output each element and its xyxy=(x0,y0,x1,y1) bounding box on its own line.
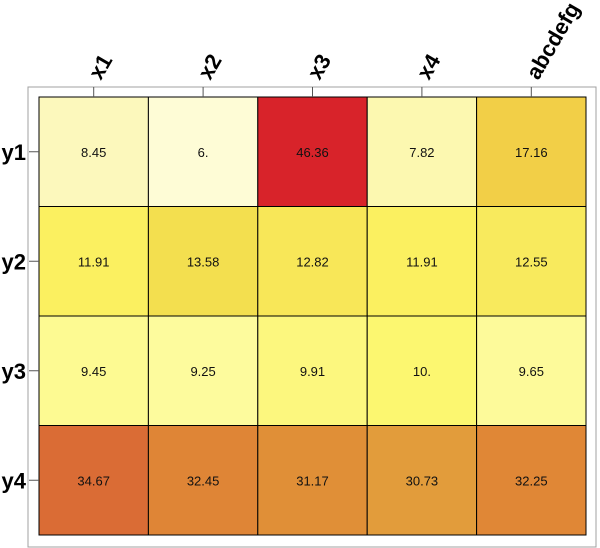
cell-value-label: 12.55 xyxy=(515,254,548,269)
cell-value-label: 11.91 xyxy=(406,254,438,269)
column-label: x4 xyxy=(412,49,446,83)
column-labels: x1 x2 x3 x4 abcdefg xyxy=(83,0,584,84)
heatmap-cell xyxy=(38,206,149,317)
heatmap-cell xyxy=(147,206,259,317)
row-label: y4 xyxy=(2,468,27,493)
row-label: y2 xyxy=(2,249,26,274)
row-label: y3 xyxy=(2,359,26,384)
cell-value-label: 6. xyxy=(198,145,209,160)
heatmap-cell xyxy=(38,315,149,426)
cell-value-label: 8.45 xyxy=(81,145,106,160)
heatmap-cell xyxy=(147,425,259,536)
heatmap-cell xyxy=(38,425,149,536)
cell-value-label: 46.36 xyxy=(296,145,329,160)
cell-value-label: 9.91 xyxy=(300,364,325,379)
column-label: x1 xyxy=(83,50,117,84)
heatmap-cell xyxy=(366,206,478,317)
cell-value-label: 9.45 xyxy=(81,364,106,379)
heatmap-cell xyxy=(147,315,259,426)
column-ticks xyxy=(93,87,532,97)
cell-value-label: 9.65 xyxy=(519,364,544,379)
cell-value-label: 9.25 xyxy=(190,364,215,379)
heatmap-cell xyxy=(257,425,368,536)
heatmap-cell xyxy=(476,425,587,536)
cell-value-label: 10. xyxy=(413,364,431,379)
row-label: y1 xyxy=(2,140,26,165)
row-labels: y1 y2 y3 y4 xyxy=(2,140,27,494)
cell-value-label: 32.25 xyxy=(515,473,548,488)
cell-value-label: 7.82 xyxy=(409,145,434,160)
heatmap-cells: 8.45 6. 46.36 7.82 17.16 11.91 13.58 12.82 11.91… xyxy=(38,96,587,536)
cell-value-label: 32.45 xyxy=(187,473,220,488)
heatmap-cell xyxy=(366,96,478,207)
heatmap-cell xyxy=(476,206,587,317)
cell-value-label: 31.17 xyxy=(296,473,329,488)
cell-value-label: 12.82 xyxy=(296,254,329,269)
heatmap-cell xyxy=(257,206,368,317)
heatmap-cell xyxy=(366,315,478,426)
heatmap-cell xyxy=(147,96,259,207)
heatmap-cell xyxy=(476,315,587,426)
column-label: x3 xyxy=(302,50,336,84)
column-label: x2 xyxy=(193,50,227,84)
heatmap-cell xyxy=(366,425,478,536)
row-ticks xyxy=(29,151,39,481)
column-label: abcdefg xyxy=(521,0,585,84)
cell-value-label: 11.91 xyxy=(78,254,110,269)
cell-value-label: 30.73 xyxy=(406,473,439,488)
heatmap-cell xyxy=(257,315,368,426)
cell-value-label: 34.67 xyxy=(77,473,110,488)
cell-value-label: 17.16 xyxy=(515,145,548,160)
cell-value-label: 13.58 xyxy=(187,254,220,269)
